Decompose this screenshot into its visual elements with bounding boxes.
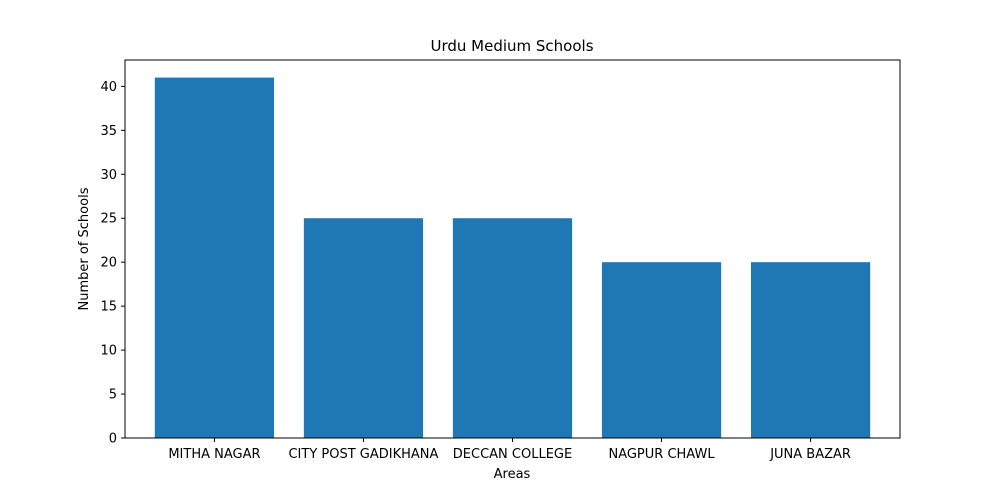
- y-tick-label: 35: [100, 124, 117, 139]
- y-tick-label: 25: [100, 212, 117, 227]
- x-tick-label: NAGPUR CHAWL: [608, 447, 715, 462]
- y-tick-label: 15: [100, 300, 117, 315]
- y-tick-label: 10: [100, 344, 117, 359]
- chart-title: Urdu Medium Schools: [430, 37, 593, 55]
- bar-2: [452, 218, 573, 438]
- y-tick-label: 0: [109, 432, 117, 447]
- y-axis-ticks: 0 5 10 15 20 25 30 35 40: [100, 80, 125, 447]
- y-tick-label: 40: [100, 80, 117, 95]
- x-tick-label: MITHA NAGAR: [168, 447, 260, 462]
- y-axis-label: Number of Schools: [77, 187, 92, 310]
- y-tick-label: 30: [100, 168, 117, 183]
- y-tick-label: 20: [100, 256, 117, 271]
- bar-1: [303, 218, 424, 438]
- bar-3: [601, 262, 722, 438]
- x-axis-label: Areas: [494, 467, 531, 482]
- bar-4: [750, 262, 871, 438]
- y-tick-label: 5: [109, 388, 117, 403]
- bar-0: [154, 77, 275, 438]
- x-tick-label: CITY POST GADIKHANA: [288, 447, 438, 462]
- x-tick-label: DECCAN COLLEGE: [453, 447, 572, 462]
- bars-group: [154, 77, 871, 438]
- x-axis-ticks: MITHA NAGAR CITY POST GADIKHANA DECCAN COL…: [168, 438, 851, 462]
- x-tick-label: JUNA BAZAR: [769, 447, 851, 462]
